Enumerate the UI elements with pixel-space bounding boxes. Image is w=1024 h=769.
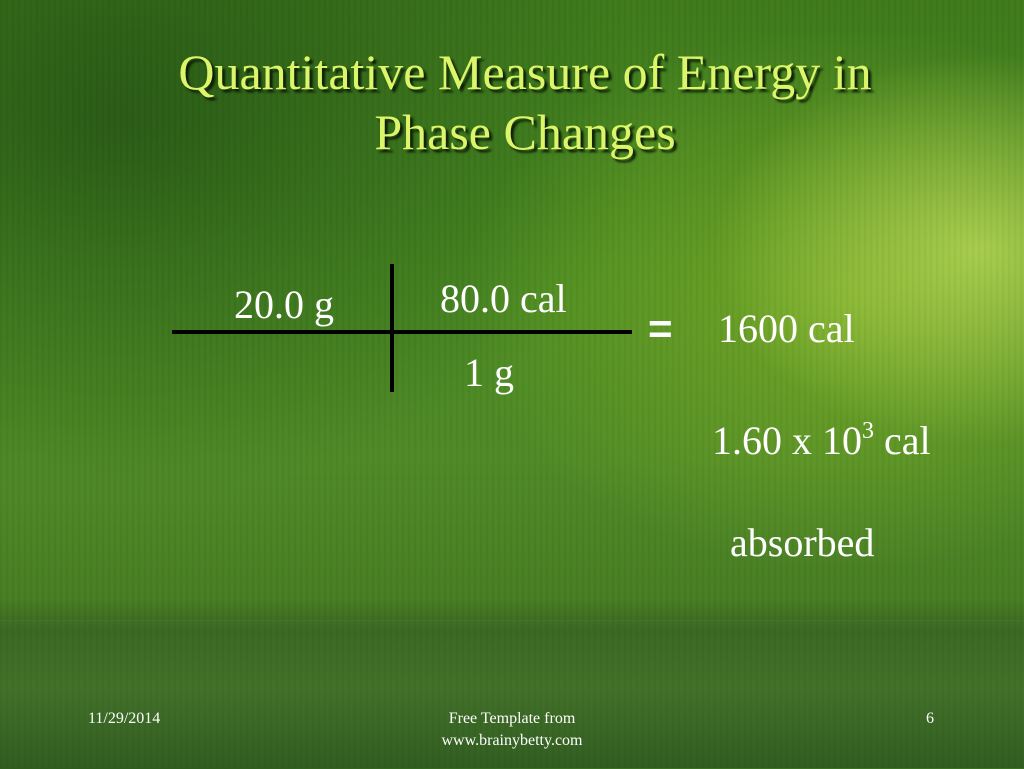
numerator-value: 80.0 cal — [440, 276, 567, 321]
horizontal-divider — [172, 330, 632, 334]
mass-value: 20.0 g — [234, 282, 334, 327]
footer-credit-line-2: www.brainybetty.com — [441, 732, 583, 749]
sci-unit: cal — [884, 418, 931, 463]
footer-credit-line-1: Free Template from — [448, 710, 576, 727]
result-value: 1600 cal — [718, 306, 855, 351]
denominator-value: 1 g — [464, 350, 514, 395]
page-number: 6 — [926, 710, 934, 727]
title-line-2: Phase Changes — [374, 104, 676, 160]
sci-coefficient: 1.60 x 10 — [712, 418, 862, 463]
footer-date: 11/29/2014 — [88, 710, 161, 727]
scientific-notation: 1.60 x 103 cal — [712, 418, 931, 464]
equals-sign: = — [648, 305, 673, 352]
absorbed-note: absorbed — [730, 520, 875, 565]
title-line-1: Quantitative Measure of Energy in — [178, 44, 872, 100]
background-band — [0, 620, 1024, 769]
sci-exponent: 3 — [862, 417, 874, 444]
slide-title: Quantitative Measure of Energy in Phase … — [100, 42, 950, 162]
vertical-divider — [390, 264, 394, 392]
footer-credit: Free Template from www.brainybetty.com — [400, 708, 624, 752]
